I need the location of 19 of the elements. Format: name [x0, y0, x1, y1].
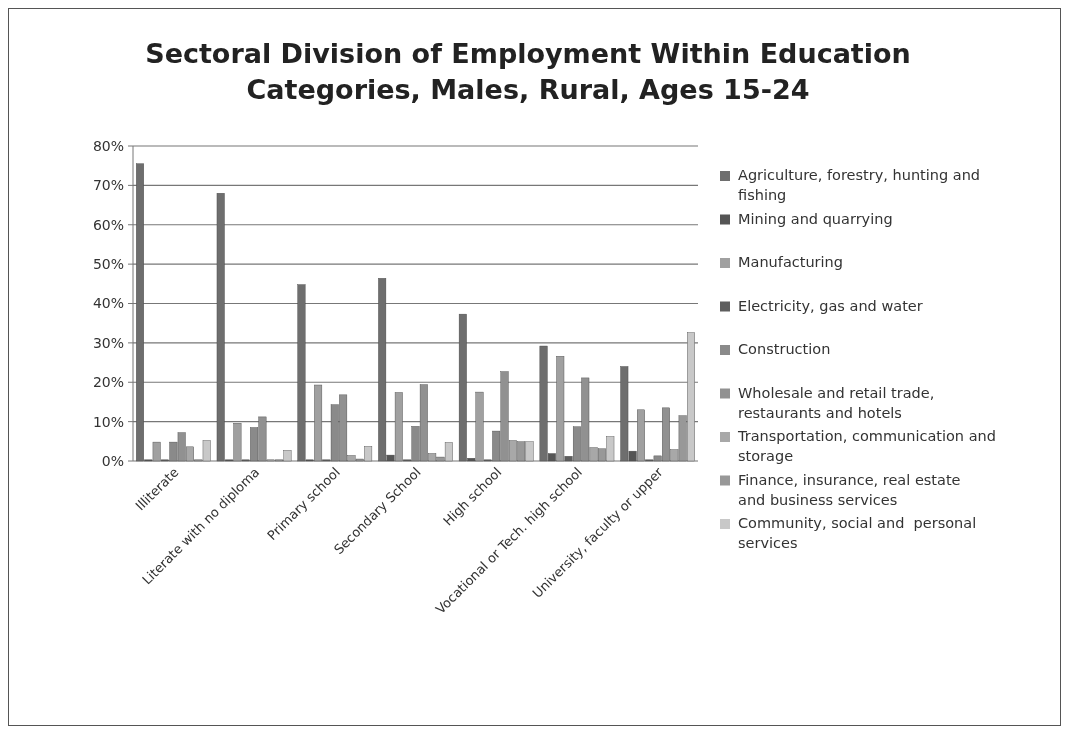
- legend-label: Transportation, communication and storage: [737, 428, 996, 464]
- legend-label: Agriculture, forestry, hunting and fishing: [738, 167, 981, 203]
- y-tick-label: 30%: [92, 334, 124, 351]
- legend-label: Mining and quarrying: [738, 210, 893, 227]
- legend-label: Finance, insurance, real estate and business services: [738, 471, 961, 508]
- y-tick-label: 70%: [92, 177, 124, 194]
- y-tick-label: 0%: [101, 452, 124, 469]
- legend-label: Manufacturing: [738, 254, 843, 270]
- y-tick-label: 20%: [92, 374, 124, 391]
- legend-label: Electricity, gas and water: [738, 297, 923, 314]
- chart-title: Sectoral Division of Employment Within Education Categories, Males, Rural, Ages 15-24: [145, 38, 911, 105]
- legend-label: Construction: [738, 341, 831, 357]
- y-tick-label: 60%: [92, 216, 124, 233]
- y-tick-label: 10%: [92, 413, 124, 430]
- y-tick-label: 80%: [92, 137, 124, 154]
- legend-label: Community, social and personal services: [738, 515, 977, 551]
- y-tick-label: 40%: [92, 295, 124, 312]
- y-tick-label: 50%: [92, 256, 124, 273]
- legend-label: Wholesale and retail trade, restaurants and hotels: [738, 384, 935, 421]
